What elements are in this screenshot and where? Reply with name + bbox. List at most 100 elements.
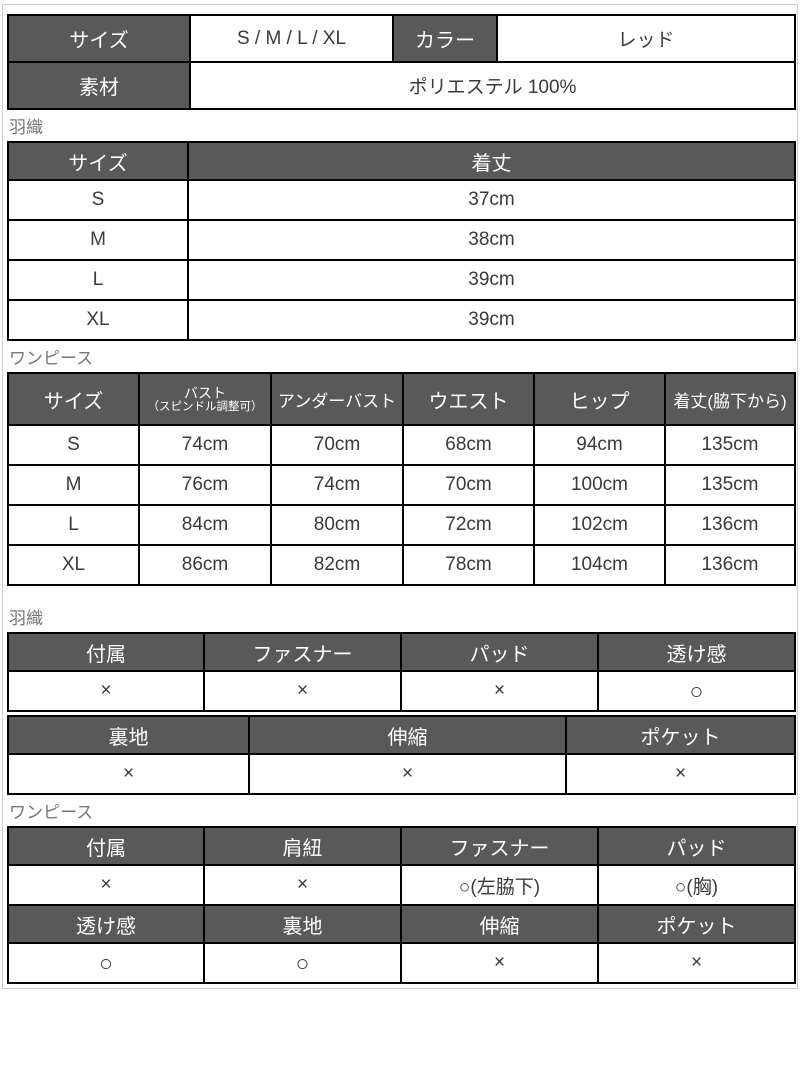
onepiece-strap-value: × <box>203 864 402 906</box>
table-row: L 84cm 80cm 72cm 102cm 136cm <box>7 504 796 546</box>
onepiece-waist-cell: 72cm <box>402 504 535 546</box>
haori-fuzoku-value: × <box>7 670 205 712</box>
onepiece-length-cell: 135cm <box>664 464 796 506</box>
onepiece-size-cell: M <box>7 464 140 506</box>
onepiece-hip-cell: 100cm <box>533 464 666 506</box>
onepiece-underbust-col-header: アンダーバスト <box>270 372 404 426</box>
material-value-cell: ポリエステル 100% <box>189 61 796 110</box>
haori-pocket-header: ポケット <box>565 715 796 755</box>
onepiece-stretch-header: 伸縮 <box>400 904 599 944</box>
haori-lining-header: 裏地 <box>7 715 250 755</box>
section-label-onepiece-features: ワンピース <box>9 803 94 822</box>
onepiece-length-cell: 136cm <box>664 504 796 546</box>
onepiece-pad-value: ○(胸) <box>597 864 796 906</box>
onepiece-bust-col-header: バスト （スピンドル調整可） <box>138 372 272 426</box>
onepiece-underbust-cell: 70cm <box>270 424 404 466</box>
haori-size-cell: M <box>7 219 189 261</box>
haori-size-cell: L <box>7 259 189 301</box>
onepiece-underbust-cell: 74cm <box>270 464 404 506</box>
onepiece-bust-cell: 74cm <box>138 424 272 466</box>
onepiece-underbust-cell: 82cm <box>270 544 404 586</box>
onepiece-strap-header: 肩紐 <box>203 826 402 866</box>
table-row: × × × ○ <box>7 670 796 712</box>
table-row: S 37cm <box>7 179 796 221</box>
haori-size-cell: S <box>7 179 189 221</box>
onepiece-features-table: 付属 肩紐 ファスナー パッド × × ○(左脇下) ○(胸) 透け感 裏地 伸… <box>7 826 796 984</box>
size-label-cell: サイズ <box>7 14 191 63</box>
color-value-cell: レッド <box>496 14 796 63</box>
onepiece-sheer-value: ○ <box>7 942 205 984</box>
haori-features-table-1: 付属 ファスナー パッド 透け感 × × × ○ <box>7 632 796 712</box>
table-row: L 39cm <box>7 259 796 301</box>
color-label-cell: カラー <box>392 14 498 63</box>
haori-pad-header: パッド <box>400 632 599 672</box>
haori-fuzoku-header: 付属 <box>7 632 205 672</box>
onepiece-bust-cell: 86cm <box>138 544 272 586</box>
haori-fastener-header: ファスナー <box>203 632 402 672</box>
onepiece-size-cell: S <box>7 424 140 466</box>
onepiece-fuzoku-value: × <box>7 864 205 906</box>
section-label-haori-features: 羽織 <box>9 609 43 628</box>
bust-header-line2: （スピンドル調整可） <box>147 400 263 413</box>
onepiece-sheer-header: 透け感 <box>7 904 205 944</box>
section-label-onepiece-size: ワンピース <box>9 349 94 368</box>
onepiece-pocket-value: × <box>597 942 796 984</box>
table-row: XL 39cm <box>7 299 796 341</box>
haori-fastener-value: × <box>203 670 402 712</box>
onepiece-lining-value: ○ <box>203 942 402 984</box>
onepiece-fuzoku-header: 付属 <box>7 826 205 866</box>
onepiece-fastener-value: ○(左脇下) <box>400 864 599 906</box>
haori-pad-value: × <box>400 670 599 712</box>
table-row: × × ○(左脇下) ○(胸) <box>7 864 796 906</box>
haori-length-cell: 39cm <box>187 259 796 301</box>
onepiece-pad-header: パッド <box>597 826 796 866</box>
onepiece-underbust-cell: 80cm <box>270 504 404 546</box>
haori-length-cell: 38cm <box>187 219 796 261</box>
haori-length-cell: 37cm <box>187 179 796 221</box>
table-row: ○ ○ × × <box>7 942 796 984</box>
onepiece-pocket-header: ポケット <box>597 904 796 944</box>
onepiece-bust-cell: 84cm <box>138 504 272 546</box>
haori-pocket-value: × <box>565 753 796 795</box>
haori-size-cell: XL <box>7 299 189 341</box>
spec-table: サイズ S / M / L / XL カラー レッド 素材 ポリエステル 100… <box>7 14 796 110</box>
onepiece-size-table: サイズ バスト （スピンドル調整可） アンダーバスト ウエスト ヒップ 着丈(脇… <box>7 372 796 586</box>
haori-length-cell: 39cm <box>187 299 796 341</box>
haori-size-table: サイズ 着丈 S 37cm M 38cm L 39cm XL 39cm <box>7 141 796 341</box>
haori-length-col-header: 着丈 <box>187 141 796 181</box>
onepiece-length-cell: 136cm <box>664 544 796 586</box>
spec-sheet-container: サイズ S / M / L / XL カラー レッド 素材 ポリエステル 100… <box>2 4 798 989</box>
onepiece-length-cell: 135cm <box>664 424 796 466</box>
onepiece-size-col-header: サイズ <box>7 372 140 426</box>
haori-sheer-value: ○ <box>597 670 796 712</box>
size-value-cell: S / M / L / XL <box>189 14 394 63</box>
onepiece-lining-header: 裏地 <box>203 904 402 944</box>
onepiece-bust-cell: 76cm <box>138 464 272 506</box>
onepiece-hip-cell: 94cm <box>533 424 666 466</box>
onepiece-length-col-header: 着丈(脇下から) <box>664 372 796 426</box>
haori-stretch-header: 伸縮 <box>248 715 567 755</box>
table-row: M 38cm <box>7 219 796 261</box>
onepiece-size-cell: L <box>7 504 140 546</box>
onepiece-waist-cell: 68cm <box>402 424 535 466</box>
onepiece-hip-cell: 104cm <box>533 544 666 586</box>
haori-stretch-value: × <box>248 753 567 795</box>
onepiece-stretch-value: × <box>400 942 599 984</box>
table-row: × × × <box>7 753 796 795</box>
onepiece-waist-cell: 78cm <box>402 544 535 586</box>
onepiece-waist-cell: 70cm <box>402 464 535 506</box>
haori-size-col-header: サイズ <box>7 141 189 181</box>
haori-sheer-header: 透け感 <box>597 632 796 672</box>
onepiece-size-cell: XL <box>7 544 140 586</box>
onepiece-waist-col-header: ウエスト <box>402 372 535 426</box>
onepiece-hip-col-header: ヒップ <box>533 372 666 426</box>
haori-lining-value: × <box>7 753 250 795</box>
section-label-haori-size: 羽織 <box>9 118 43 137</box>
onepiece-fastener-header: ファスナー <box>400 826 599 866</box>
bust-header-line1: バスト <box>184 384 226 401</box>
material-label-cell: 素材 <box>7 61 191 110</box>
table-row: S 74cm 70cm 68cm 94cm 135cm <box>7 424 796 466</box>
table-row: M 76cm 74cm 70cm 100cm 135cm <box>7 464 796 506</box>
table-row: XL 86cm 82cm 78cm 104cm 136cm <box>7 544 796 586</box>
onepiece-hip-cell: 102cm <box>533 504 666 546</box>
